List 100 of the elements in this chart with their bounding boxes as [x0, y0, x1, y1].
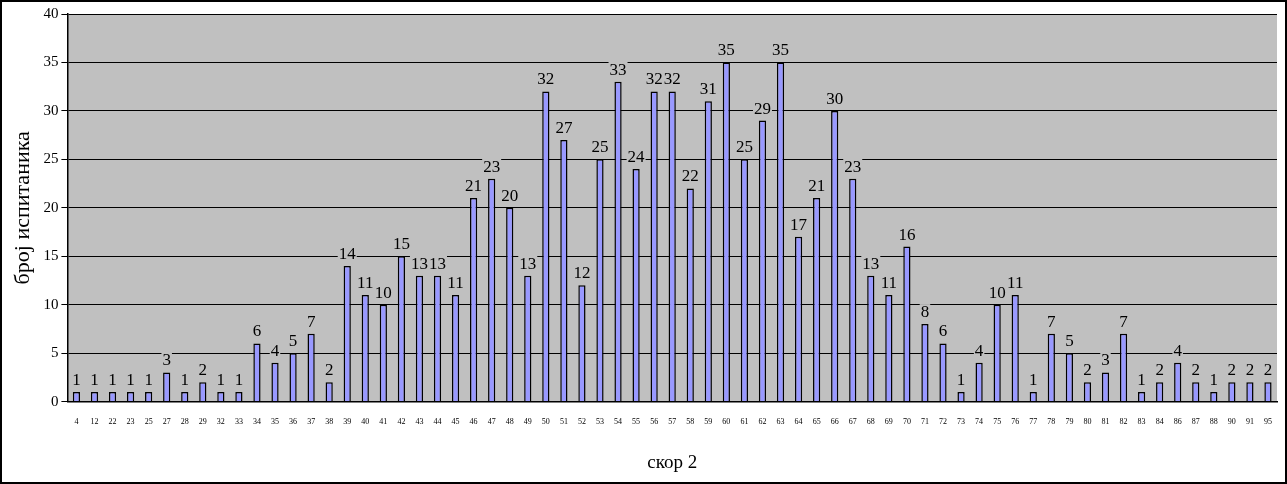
data-label: 1	[1137, 369, 1146, 389]
x-tick-label: 37	[307, 417, 316, 427]
data-label: 4	[1173, 340, 1183, 360]
x-tick-label: 56	[650, 417, 659, 427]
x-tick-label: 68	[866, 417, 875, 427]
data-label: 1	[90, 369, 99, 389]
data-label: 1	[956, 369, 966, 389]
data-label: 23	[483, 156, 501, 176]
x-tick-label: 48	[505, 417, 514, 427]
data-label: 31	[699, 79, 717, 99]
data-label: 2	[1245, 360, 1255, 380]
data-label: 10	[988, 282, 1006, 302]
x-tick-label: 78	[1047, 417, 1056, 427]
data-label: 1	[1029, 369, 1038, 389]
x-tick-label: 82	[1119, 417, 1128, 427]
x-tick-label: 33	[234, 417, 243, 427]
data-label: 2	[1263, 360, 1273, 380]
x-tick-label: 42	[397, 417, 406, 427]
x-tick-label: 87	[1191, 417, 1200, 427]
x-tick-label: 86	[1173, 417, 1182, 427]
data-label: 4	[270, 340, 280, 360]
data-label: 21	[465, 176, 483, 196]
x-tick-label: 63	[776, 417, 785, 427]
data-label: 21	[808, 176, 826, 196]
data-label: 11	[447, 272, 464, 292]
data-label: 13	[519, 253, 537, 273]
y-tick-label: 20	[43, 198, 59, 215]
x-tick-label: 58	[686, 417, 695, 427]
x-tick-label: 4	[74, 417, 79, 427]
x-tick-label: 62	[758, 417, 767, 427]
x-tick-label: 50	[541, 417, 550, 427]
x-tick-label: 22	[108, 417, 117, 427]
x-tick-label: 12	[90, 417, 99, 427]
y-tick-label: 25	[43, 150, 59, 167]
x-tick-label: 57	[668, 417, 677, 427]
x-tick-label: 66	[830, 417, 839, 427]
data-label: 14	[338, 243, 357, 263]
data-label: 3	[1101, 350, 1110, 370]
x-tick-label: 59	[704, 417, 713, 427]
data-label: 1	[72, 369, 81, 389]
data-label: 1	[234, 369, 244, 389]
data-label: 25	[735, 137, 753, 157]
x-tick-label: 35	[271, 417, 280, 427]
x-axis-title: скор 2	[647, 450, 698, 472]
x-tick-label: 44	[433, 417, 442, 427]
data-label: 4	[974, 340, 984, 360]
data-label: 1	[126, 369, 135, 389]
data-label: 33	[609, 59, 627, 79]
x-tick-label: 90	[1227, 417, 1236, 427]
data-label: 1	[1209, 369, 1219, 389]
x-tick-label: 72	[939, 417, 948, 427]
x-tick-label: 55	[632, 417, 641, 427]
data-label: 13	[429, 253, 446, 273]
x-tick-label: 71	[920, 417, 929, 427]
x-tick-label: 36	[289, 417, 298, 427]
data-label: 11	[880, 272, 898, 292]
x-tick-label: 29	[198, 417, 207, 427]
x-tick-label: 61	[740, 417, 749, 427]
data-label: 2	[324, 360, 334, 380]
y-tick-label: 40	[43, 4, 59, 21]
x-tick-label: 51	[559, 417, 568, 427]
x-tick-label: 53	[595, 417, 604, 427]
x-tick-label: 34	[252, 417, 261, 427]
data-label: 2	[1083, 360, 1092, 380]
data-label: 25	[591, 137, 609, 157]
x-tick-label: 74	[975, 417, 984, 427]
x-tick-label: 52	[577, 417, 586, 427]
x-tick-label: 38	[325, 417, 334, 427]
data-label: 3	[162, 350, 171, 370]
data-label: 7	[1119, 311, 1129, 331]
y-tick-label: 35	[43, 53, 59, 70]
x-tick-label: 83	[1137, 417, 1146, 427]
y-tick-label: 15	[43, 247, 59, 264]
data-label: 11	[357, 272, 374, 292]
y-axis-title: број испитаника	[8, 130, 34, 285]
x-tick-label: 81	[1101, 417, 1110, 427]
x-tick-label: 77	[1029, 417, 1038, 427]
data-label: 1	[108, 369, 117, 389]
x-tick-label: 64	[794, 417, 803, 427]
x-tick-label: 95	[1263, 417, 1272, 427]
data-label: 30	[826, 88, 844, 108]
x-tick-label: 84	[1155, 417, 1164, 427]
x-tick-label: 75	[993, 417, 1002, 427]
x-tick-label: 88	[1209, 417, 1218, 427]
data-label: 1	[216, 369, 226, 389]
x-tick-label: 54	[614, 417, 623, 427]
data-label: 22	[681, 166, 699, 186]
y-tick-label: 5	[50, 344, 59, 361]
data-label: 17	[790, 214, 808, 234]
data-label: 2	[1191, 360, 1201, 380]
x-tick-label: 80	[1083, 417, 1092, 427]
x-tick-label: 60	[722, 417, 731, 427]
data-label: 35	[772, 40, 790, 60]
y-tick-label: 30	[43, 101, 59, 118]
data-label: 8	[920, 302, 930, 322]
data-label: 2	[1155, 360, 1164, 380]
x-tick-label: 45	[451, 417, 460, 427]
data-label: 1	[180, 369, 189, 389]
data-label: 32	[663, 69, 681, 89]
x-tick-label: 91	[1245, 417, 1254, 427]
